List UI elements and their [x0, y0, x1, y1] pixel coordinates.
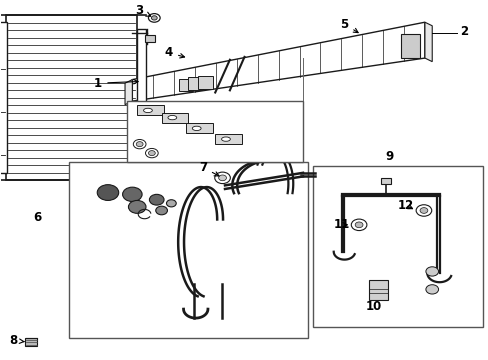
Bar	[198, 76, 212, 89]
Ellipse shape	[143, 108, 152, 113]
Bar	[25, 338, 37, 346]
Circle shape	[148, 150, 155, 156]
Circle shape	[133, 139, 146, 149]
Bar	[161, 113, 188, 123]
Circle shape	[156, 206, 167, 215]
Circle shape	[166, 200, 176, 207]
Polygon shape	[424, 22, 431, 62]
Bar	[178, 79, 193, 91]
Bar	[312, 166, 483, 327]
Circle shape	[148, 14, 160, 22]
Ellipse shape	[221, 137, 230, 141]
Text: 9: 9	[385, 150, 393, 163]
Text: 8: 8	[10, 334, 24, 347]
Circle shape	[350, 219, 366, 230]
Text: 5: 5	[340, 18, 357, 33]
Circle shape	[425, 267, 438, 276]
Text: 6: 6	[34, 211, 42, 224]
Bar	[188, 77, 203, 90]
Bar	[69, 162, 307, 338]
Text: 11: 11	[333, 218, 349, 231]
Circle shape	[214, 172, 230, 184]
Circle shape	[151, 16, 157, 20]
Text: 1: 1	[94, 77, 138, 90]
Circle shape	[425, 285, 438, 294]
Text: 7: 7	[199, 161, 219, 176]
Circle shape	[97, 185, 119, 201]
Circle shape	[419, 208, 427, 213]
Text: 12: 12	[396, 199, 413, 212]
Bar	[144, 35, 155, 42]
Text: 2: 2	[459, 25, 467, 38]
Bar	[215, 134, 242, 144]
Bar	[380, 178, 390, 184]
Bar	[368, 280, 387, 300]
Circle shape	[415, 205, 431, 216]
Circle shape	[136, 141, 143, 147]
Circle shape	[128, 201, 146, 213]
Bar	[0, 22, 6, 173]
Text: 10: 10	[365, 300, 381, 313]
Text: 3: 3	[135, 4, 150, 17]
Ellipse shape	[192, 126, 201, 131]
Circle shape	[218, 175, 226, 181]
Bar	[127, 101, 303, 162]
Circle shape	[145, 148, 158, 158]
Circle shape	[354, 222, 362, 228]
Circle shape	[149, 194, 163, 205]
Bar	[137, 30, 146, 166]
Ellipse shape	[167, 116, 176, 120]
Bar	[400, 34, 419, 58]
Circle shape	[122, 187, 142, 202]
Bar	[137, 105, 163, 116]
Bar	[185, 123, 212, 134]
Bar	[5, 15, 137, 180]
Polygon shape	[132, 22, 424, 101]
Text: 4: 4	[164, 46, 184, 59]
Polygon shape	[125, 80, 132, 105]
